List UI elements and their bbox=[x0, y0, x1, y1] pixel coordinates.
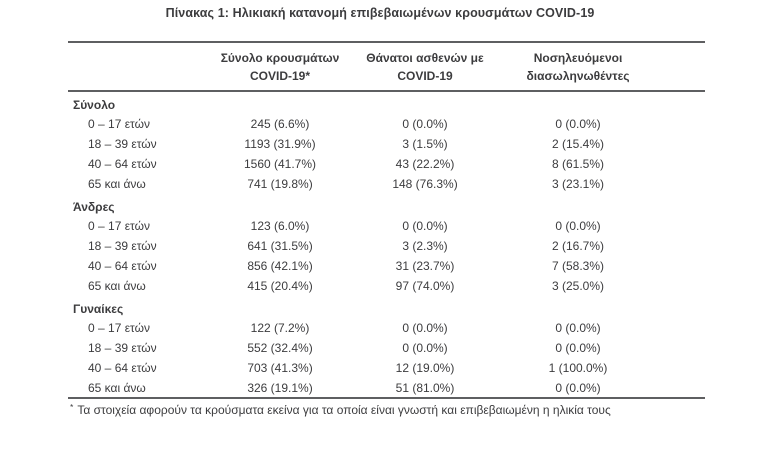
column-header-line: COVID-19* bbox=[249, 69, 311, 83]
covid-age-table: Σύνολο κρουσμάτων COVID-19* Θάνατοι ασθε… bbox=[68, 41, 705, 417]
age-group-label: 40 – 64 ετών bbox=[88, 157, 157, 171]
value-cell: 3 (25.0%) bbox=[551, 279, 605, 293]
age-group-label: 65 και άνω bbox=[88, 279, 146, 293]
table-row: 18 – 39 ετών 641 (31.5%) 3 (2.3%) 2 (16.7%) bbox=[68, 236, 705, 256]
age-group-label: 40 – 64 ετών bbox=[88, 361, 157, 375]
value-cell: 97 (74.0%) bbox=[395, 279, 455, 293]
footnote: * Τα στοιχεία αφορούν τα κρούσματα εκείνα… bbox=[68, 403, 705, 417]
age-group-label: 18 – 39 ετών bbox=[88, 341, 157, 355]
filler-cell bbox=[656, 236, 705, 256]
value-cell: 1193 (31.9%) bbox=[244, 137, 316, 151]
section-header-row: Σύνολο bbox=[68, 91, 705, 114]
value-cell: 641 (31.5%) bbox=[247, 239, 313, 253]
column-header-total-cases: Σύνολο κρουσμάτων COVID-19* bbox=[210, 42, 350, 91]
value-cell: 415 (20.4%) bbox=[247, 279, 313, 293]
value-cell: 43 (22.2%) bbox=[395, 157, 455, 171]
table-row: 40 – 64 ετών 856 (42.1%) 31 (23.7%) 7 (58.3… bbox=[68, 256, 705, 276]
column-header-deaths: Θάνατοι ασθενών με COVID-19 bbox=[350, 42, 500, 91]
value-cell: 31 (23.7%) bbox=[395, 259, 455, 273]
filler-cell bbox=[656, 378, 705, 398]
value-cell: 3 (23.1%) bbox=[551, 177, 605, 191]
value-cell: 0 (0.0%) bbox=[555, 117, 601, 131]
table-row: 0 – 17 ετών 123 (6.0%) 0 (0.0%) 0 (0.0%) bbox=[68, 216, 705, 236]
filler-cell bbox=[656, 256, 705, 276]
value-cell: 0 (0.0%) bbox=[555, 219, 601, 233]
age-group-label: 65 και άνω bbox=[88, 177, 146, 191]
value-cell: 0 (0.0%) bbox=[555, 321, 601, 335]
table-row: 65 και άνω 326 (19.1%) 51 (81.0%) 0 (0.0%) bbox=[68, 378, 705, 398]
table-row: 65 και άνω 415 (20.4%) 97 (74.0%) 3 (25.0%) bbox=[68, 276, 705, 296]
value-cell: 3 (2.3%) bbox=[402, 239, 448, 253]
section-header-row: Άνδρες bbox=[68, 194, 705, 216]
column-header-line: COVID-19 bbox=[397, 69, 453, 83]
filler-cell bbox=[656, 276, 705, 296]
filler-cell bbox=[656, 338, 705, 358]
column-header-intubated: Νοσηλευόμενοι διασωληνωθέντες bbox=[500, 42, 656, 91]
value-cell: 2 (15.4%) bbox=[551, 137, 605, 151]
value-cell: 856 (42.1%) bbox=[247, 259, 313, 273]
section-label: Γυναίκες bbox=[73, 302, 124, 316]
section-label: Σύνολο bbox=[73, 98, 116, 112]
filler-cell bbox=[656, 134, 705, 154]
table-row: 18 – 39 ετών 1193 (31.9%) 3 (1.5%) 2 (15.4%… bbox=[68, 134, 705, 154]
table-header: Σύνολο κρουσμάτων COVID-19* Θάνατοι ασθε… bbox=[68, 42, 705, 91]
value-cell: 8 (61.5%) bbox=[551, 157, 605, 171]
value-cell: 122 (7.2%) bbox=[250, 321, 310, 335]
column-header-line: Νοσηλευόμενοι bbox=[533, 51, 623, 65]
value-cell: 7 (58.3%) bbox=[551, 259, 605, 273]
value-cell: 0 (0.0%) bbox=[555, 341, 601, 355]
value-cell: 1 (100.0%) bbox=[548, 361, 608, 375]
filler-cell bbox=[656, 174, 705, 194]
value-cell: 703 (41.3%) bbox=[247, 361, 313, 375]
table-row: 0 – 17 ετών 122 (7.2%) 0 (0.0%) 0 (0.0%) bbox=[68, 318, 705, 338]
column-header-line: Θάνατοι ασθενών με bbox=[366, 51, 484, 65]
age-group-label: 0 – 17 ετών bbox=[88, 321, 150, 335]
value-cell: 12 (19.0%) bbox=[395, 361, 455, 375]
value-cell: 245 (6.6%) bbox=[250, 117, 310, 131]
table-body: Σύνολο 0 – 17 ετών 245 (6.6%) 0 (0.0%) 0 (0.… bbox=[68, 91, 705, 398]
value-cell: 148 (76.3%) bbox=[392, 177, 458, 191]
value-cell: 0 (0.0%) bbox=[402, 341, 448, 355]
value-cell: 741 (19.8%) bbox=[247, 177, 313, 191]
filler-cell bbox=[656, 358, 705, 378]
value-cell: 0 (0.0%) bbox=[402, 321, 448, 335]
filler-cell bbox=[656, 216, 705, 236]
age-group-label: 18 – 39 ετών bbox=[88, 239, 157, 253]
footnote-marker: * bbox=[70, 402, 74, 412]
value-cell: 0 (0.0%) bbox=[555, 380, 601, 395]
value-cell: 1560 (41.7%) bbox=[243, 157, 317, 171]
value-cell: 51 (81.0%) bbox=[395, 380, 455, 395]
table-row: 0 – 17 ετών 245 (6.6%) 0 (0.0%) 0 (0.0%) bbox=[68, 114, 705, 134]
value-cell: 3 (1.5%) bbox=[402, 137, 448, 151]
filler-cell bbox=[656, 318, 705, 338]
age-group-label: 40 – 64 ετών bbox=[88, 259, 157, 273]
filler-cell bbox=[656, 154, 705, 174]
data-table: Σύνολο κρουσμάτων COVID-19* Θάνατοι ασθε… bbox=[68, 41, 705, 399]
column-header-line: διασωληνωθέντες bbox=[526, 69, 630, 83]
value-cell: 123 (6.0%) bbox=[250, 219, 310, 233]
value-cell: 552 (32.4%) bbox=[247, 341, 313, 355]
column-header-line: Σύνολο κρουσμάτων bbox=[220, 51, 340, 65]
filler-cell bbox=[656, 114, 705, 134]
footnote-text: Τα στοιχεία αφορούν τα κρούσματα εκείνα … bbox=[77, 403, 611, 417]
value-cell: 326 (19.1%) bbox=[247, 380, 313, 395]
age-group-label: 65 και άνω bbox=[88, 380, 146, 395]
column-header-empty bbox=[68, 42, 210, 91]
header-row: Σύνολο κρουσμάτων COVID-19* Θάνατοι ασθε… bbox=[68, 42, 705, 91]
value-cell: 2 (16.7%) bbox=[551, 239, 605, 253]
age-group-label: 0 – 17 ετών bbox=[88, 219, 150, 233]
age-group-label: 18 – 39 ετών bbox=[88, 137, 157, 151]
column-header-filler bbox=[656, 42, 705, 91]
table-row: 40 – 64 ετών 1560 (41.7%) 43 (22.2%) 8 (61.… bbox=[68, 154, 705, 174]
section-header-row: Γυναίκες bbox=[68, 296, 705, 318]
table-row: 18 – 39 ετών 552 (32.4%) 0 (0.0%) 0 (0.0%) bbox=[68, 338, 705, 358]
value-cell: 0 (0.0%) bbox=[402, 219, 448, 233]
table-row: 65 και άνω 741 (19.8%) 148 (76.3%) 3 (23.1%… bbox=[68, 174, 705, 194]
age-group-label: 0 – 17 ετών bbox=[88, 117, 150, 131]
section-label: Άνδρες bbox=[73, 200, 115, 214]
value-cell: 0 (0.0%) bbox=[402, 117, 448, 131]
table-row: 40 – 64 ετών 703 (41.3%) 12 (19.0%) 1 (100.… bbox=[68, 358, 705, 378]
page-title: Πίνακας 1: Ηλικιακή κατανομή επιβεβαιωμέ… bbox=[165, 6, 595, 20]
